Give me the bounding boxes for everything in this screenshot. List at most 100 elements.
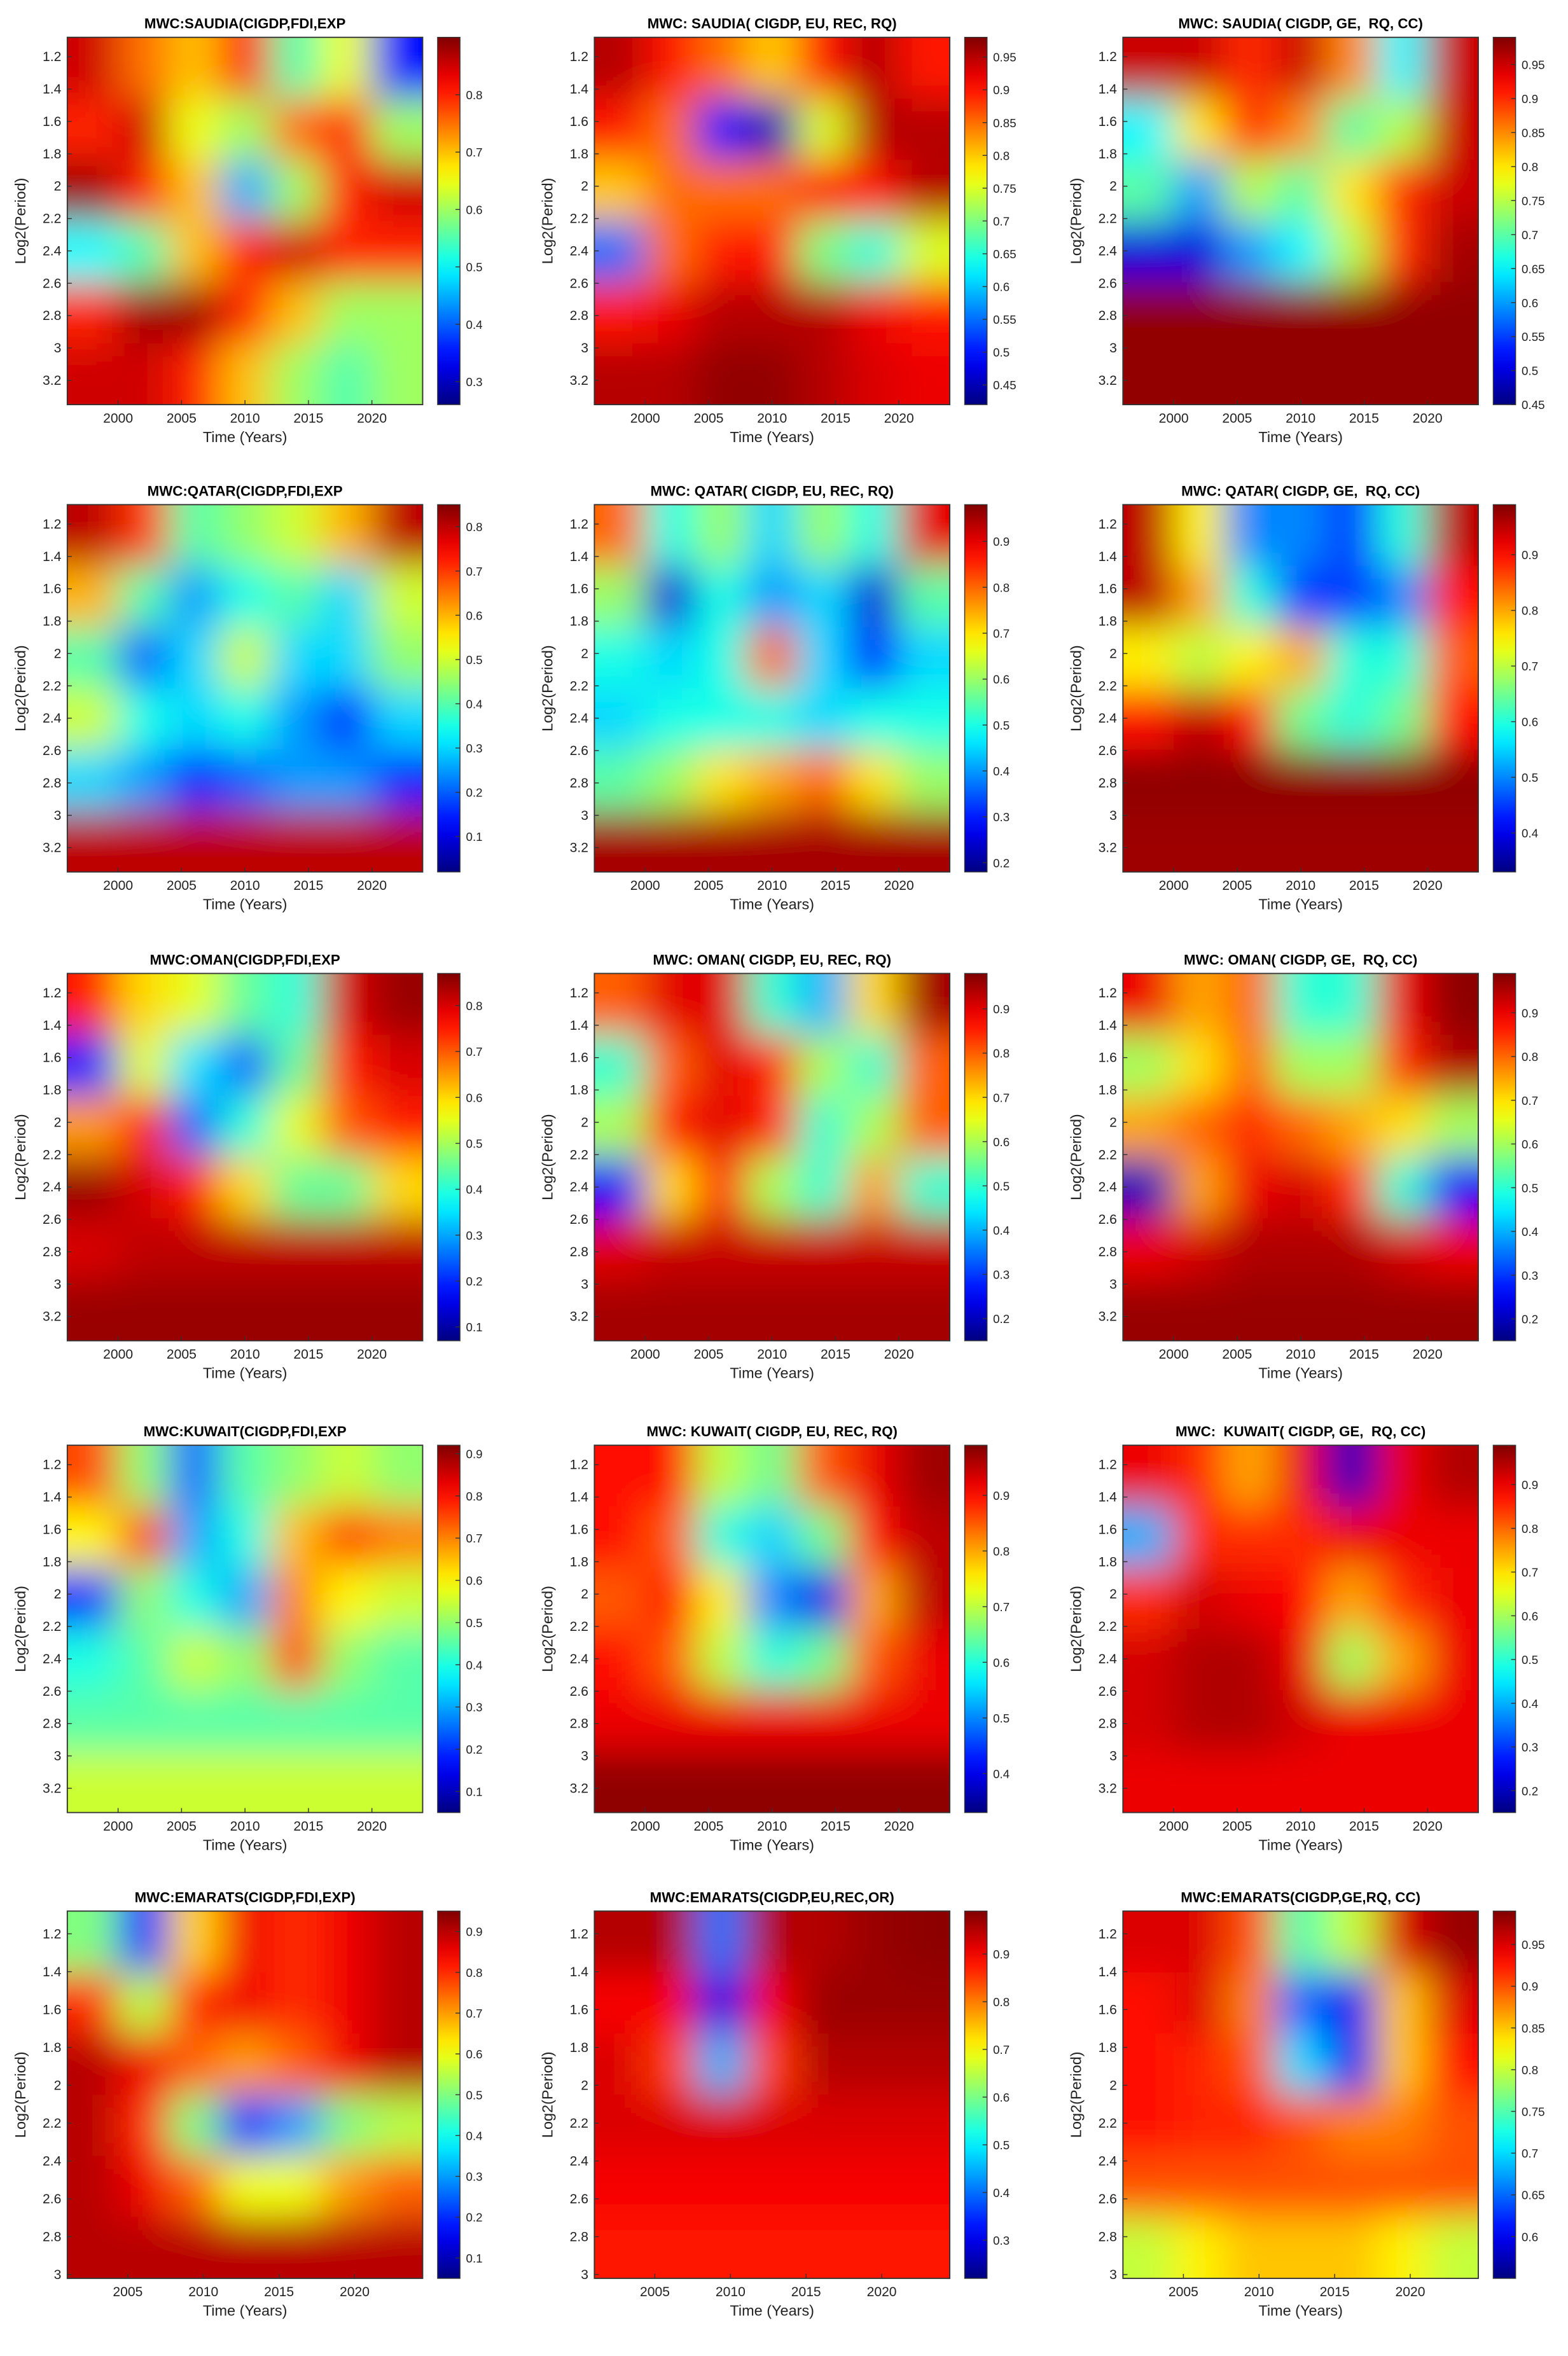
heatmap-cell (321, 627, 373, 689)
chart-title: MWC: SAUDIA( CIGDP, GE, RQ, CC) (1178, 16, 1423, 32)
heatmap-cell (270, 504, 323, 567)
x-tick-label: 2015 (264, 2285, 294, 2299)
heatmap-cell (746, 2095, 798, 2157)
heatmap-cell (118, 160, 170, 222)
heatmap-cell (899, 221, 950, 283)
heatmap-cell (746, 160, 798, 222)
heatmap-cell (1377, 221, 1429, 283)
colorbar-tick-label: 0.6 (1522, 2230, 1538, 2243)
heatmap-cell (746, 2033, 798, 2096)
heatmap-cell (746, 973, 798, 1036)
x-tick-label: 2015 (293, 1347, 323, 1362)
heatmap-cell (371, 2095, 423, 2157)
heatmap-cell (67, 1157, 119, 1219)
heatmap-cell (746, 504, 798, 567)
heatmap-cells (1123, 1911, 1478, 2278)
y-tick-label: 2.8 (1099, 308, 1117, 323)
y-tick-label: 2.6 (1099, 744, 1117, 758)
y-tick-label: 3.2 (1099, 1310, 1117, 1324)
heatmap-cell (1123, 1911, 1175, 1973)
x-axis-label: Time (Years) (1258, 429, 1343, 445)
y-tick-label: 3.2 (570, 1781, 588, 1796)
heatmap-cell (219, 1445, 272, 1507)
heatmap-cell (1275, 1567, 1327, 1630)
y-tick-label: 2.4 (570, 1652, 589, 1667)
heatmap-cell (696, 749, 747, 812)
colorbar-tick-label: 0.8 (993, 1544, 1009, 1558)
heatmap-cell (1427, 1506, 1478, 1569)
heatmap-cell (219, 1218, 272, 1280)
x-tick-label: 2000 (630, 878, 660, 893)
colorbar-tick-label: 0.2 (466, 786, 483, 800)
y-tick-label: 1.2 (570, 986, 588, 1001)
chart-title: MWC: SAUDIA( CIGDP, EU, REC, RQ) (648, 16, 897, 32)
y-tick-label: 1.8 (43, 147, 61, 162)
heatmap-cell (1427, 37, 1478, 100)
heatmap-cell (1224, 688, 1276, 751)
y-tick-label: 2 (581, 2078, 588, 2093)
heatmap-field (594, 504, 950, 872)
heatmap-cell (219, 1911, 272, 1973)
heatmap-cell (848, 1445, 900, 1507)
heatmap-cell (1174, 282, 1226, 345)
heatmap-cell (899, 749, 950, 812)
heatmap-cell (899, 1911, 950, 1973)
y-tick-label: 1.8 (570, 1083, 588, 1098)
y-tick-label: 2 (581, 1587, 588, 1602)
heatmap-cell (67, 565, 119, 628)
heatmap-cell (1427, 1157, 1478, 1219)
y-tick-label: 2 (1109, 2078, 1117, 2093)
heatmap-cell (371, 1972, 423, 2035)
heatmap-cell (797, 1445, 849, 1507)
y-tick-label: 1.2 (570, 517, 588, 532)
heatmap-cell (696, 2095, 747, 2157)
heatmap-cell (848, 504, 900, 567)
y-axis-label: Log2(Period) (1068, 1586, 1085, 1672)
colorbar-tick-label: 0.6 (466, 2048, 483, 2061)
heatmap-cell (1326, 504, 1378, 567)
heatmap-cell (594, 688, 646, 751)
x-tick-label: 2015 (821, 411, 850, 426)
x-tick-label: 2015 (1349, 411, 1379, 426)
colorbar-tick-label: 0.5 (993, 719, 1009, 732)
heatmap-cell (1224, 1567, 1276, 1630)
heatmap-cell (696, 1506, 747, 1569)
heatmap-cell (1377, 37, 1429, 100)
heatmap-cell (1275, 1972, 1327, 2035)
heatmap-cell (696, 1567, 747, 1630)
heatmap-cell (645, 627, 697, 689)
heatmap-cell (797, 1279, 849, 1341)
heatmap-cell (797, 1911, 849, 1973)
y-tick-label: 2.8 (1099, 776, 1117, 791)
x-axis-label: Time (Years) (730, 2303, 814, 2319)
heatmap-cell (118, 1567, 170, 1630)
heatmap-cell (1275, 98, 1327, 161)
heatmap-cell (219, 1157, 272, 1219)
heatmap-cell (1275, 2095, 1327, 2157)
x-tick-label: 2000 (630, 411, 660, 426)
x-tick-label: 2010 (757, 1347, 787, 1362)
y-tick-label: 2 (1109, 1115, 1117, 1130)
heatmap-cell (645, 1218, 697, 1280)
y-tick-label: 3.2 (1099, 373, 1117, 388)
colorbar-tick-label: 0.8 (466, 1490, 483, 1503)
colorbar-tick-label: 0.9 (1522, 1478, 1538, 1492)
colorbar-tick-label: 0.9 (1522, 548, 1538, 562)
heatmap-cell (848, 1972, 900, 2035)
colorbar-tick-label: 0.65 (1522, 2189, 1545, 2202)
heatmap-cell (67, 1972, 119, 2035)
heatmap-cell (219, 688, 272, 751)
x-tick-label: 2000 (103, 411, 133, 426)
heatmap-cell (67, 160, 119, 222)
heatmap-cell (1377, 1034, 1429, 1097)
colorbar-tick-label: 0.7 (1522, 228, 1538, 242)
y-tick-label: 1.2 (1099, 517, 1117, 532)
heatmap-cell (321, 973, 373, 1036)
heatmap-cell (1275, 1034, 1327, 1097)
heatmap-cell (1377, 1218, 1429, 1280)
colorbar-tick-label: 0.8 (993, 149, 1009, 162)
heatmap-cell (746, 1445, 798, 1507)
colorbar (964, 504, 988, 873)
heatmap-cell (594, 1279, 646, 1341)
x-tick-label: 2010 (1286, 411, 1315, 426)
